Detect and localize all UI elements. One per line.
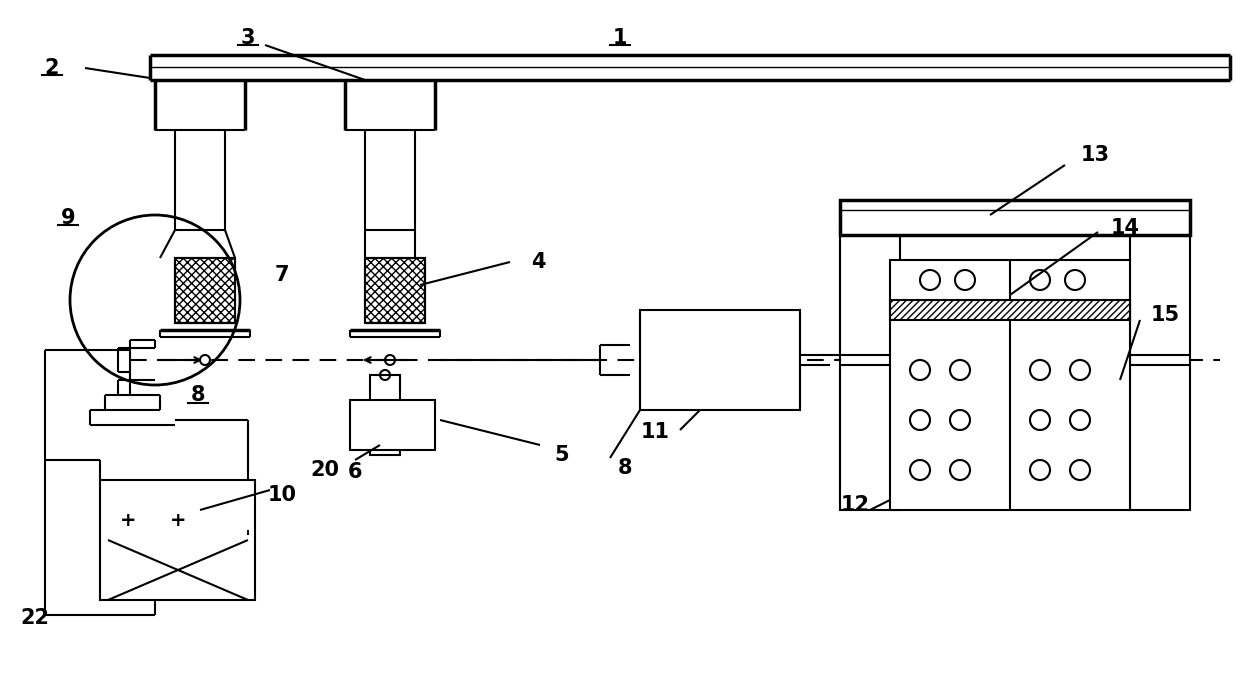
Bar [839,200,1190,235]
Bar [890,300,1130,320]
Text: 7: 7 [275,265,289,285]
Text: 9: 9 [61,208,76,228]
Text: 14: 14 [1111,218,1140,238]
Text: 2: 2 [45,58,60,78]
Text: 1: 1 [613,28,627,48]
Text: +: + [170,510,186,529]
Bar [890,260,1130,510]
Bar [370,375,401,455]
Text: +: + [120,510,136,529]
Text: 6: 6 [347,462,362,482]
Text: 11: 11 [641,422,670,442]
Bar [640,310,800,410]
Text: 3: 3 [241,28,255,48]
Text: 5: 5 [554,445,569,465]
Bar [1130,230,1190,510]
Text: 20: 20 [310,460,340,480]
Bar [839,230,900,510]
Bar [175,258,236,323]
Text: 22: 22 [21,608,50,628]
Text: 8: 8 [618,458,632,478]
Bar [100,480,255,600]
Text: 10: 10 [268,485,296,505]
Text: 13: 13 [1080,145,1110,165]
Text: 12: 12 [841,495,869,515]
Bar [365,258,425,323]
Text: 15: 15 [1151,305,1179,325]
Text: 4: 4 [531,252,546,272]
Text: 8: 8 [191,385,206,405]
Bar [350,400,435,450]
